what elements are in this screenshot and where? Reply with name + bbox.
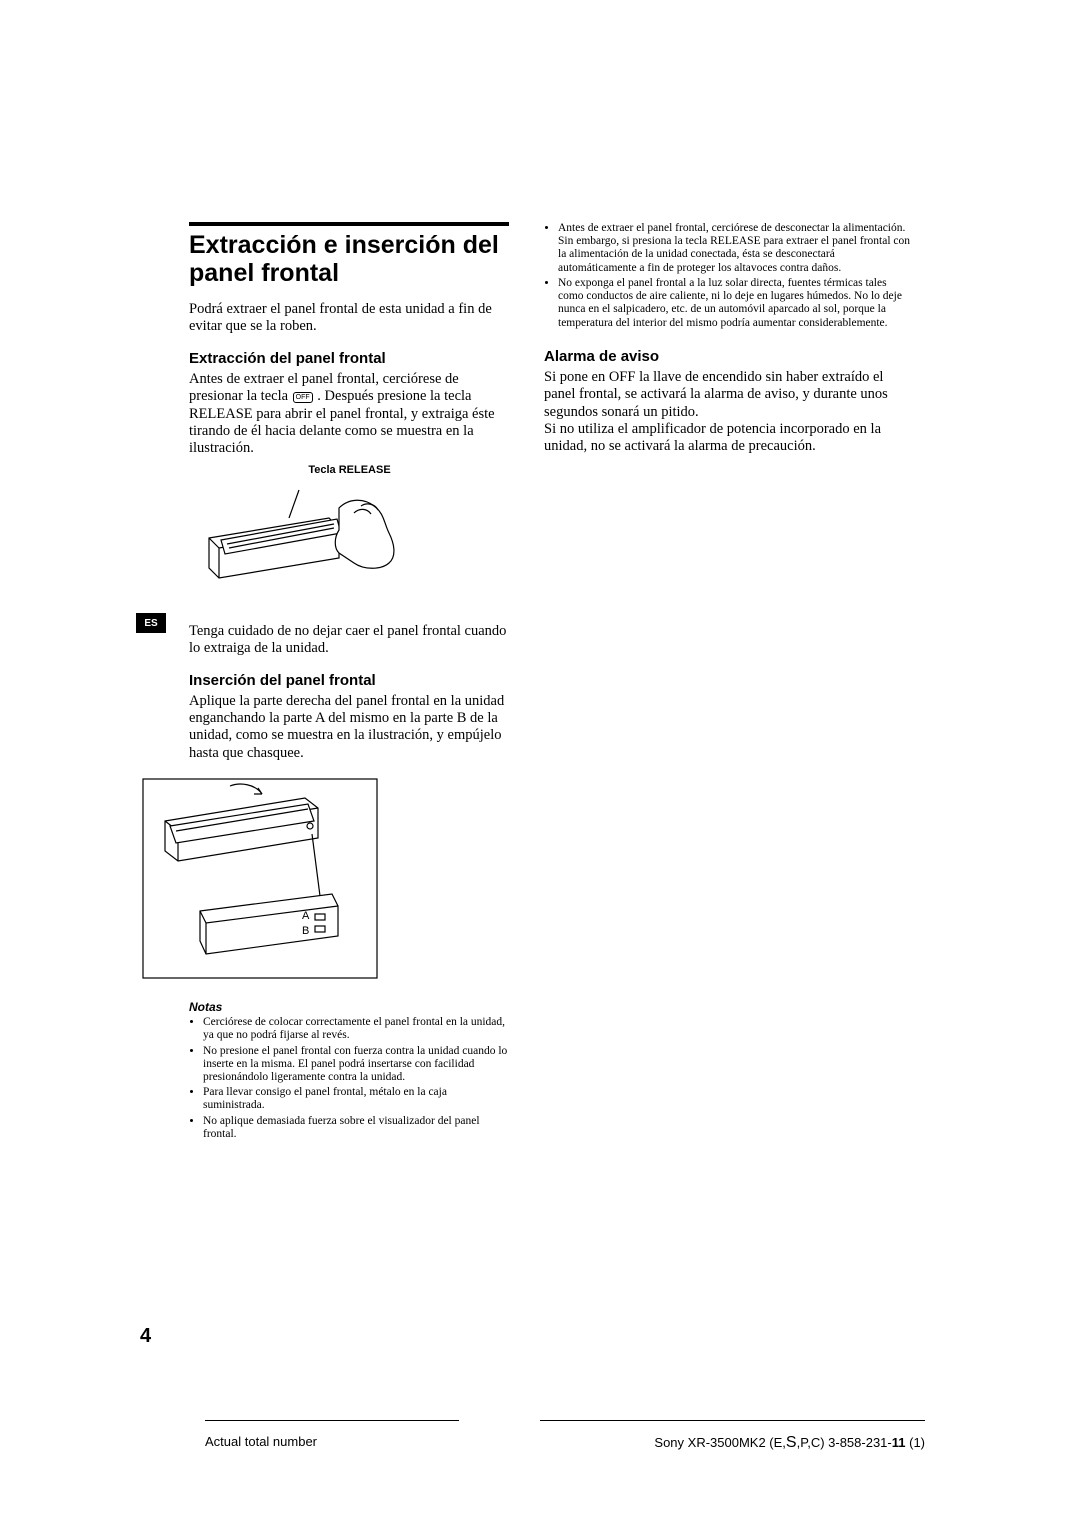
figure-extraction xyxy=(189,478,429,608)
footer-right-bold: 11 xyxy=(892,1435,906,1450)
extraction-heading: Extracción del panel frontal xyxy=(189,350,510,367)
left-note-item: No aplique demasiada fuerza sobre el vis… xyxy=(203,1115,510,1141)
right-column: Antes de extraer el panel frontal, cerci… xyxy=(544,222,914,1143)
main-title: Extracción e inserción del panel frontal xyxy=(189,232,510,287)
footer-right-post: ,P,C) 3-858-231- xyxy=(797,1435,892,1450)
fig1-label: Tecla RELEASE xyxy=(189,464,510,476)
footer-right: Sony XR-3500MK2 (E,S,P,C) 3-858-231-11 (… xyxy=(654,1434,925,1452)
right-note-item: No exponga el panel frontal a la luz sol… xyxy=(558,277,914,330)
figure-insertion: A B xyxy=(140,776,380,981)
footer-left: Actual total number xyxy=(205,1434,317,1452)
footer-rules xyxy=(205,1420,925,1421)
extraction-caution: Tenga cuidado de no dejar caer el panel … xyxy=(189,623,510,658)
title-rule xyxy=(189,222,509,226)
page-number: 4 xyxy=(140,1325,151,1348)
notes-heading-left: Notas xyxy=(189,1000,510,1014)
intro-text: Podrá extraer el panel frontal de esta u… xyxy=(189,301,510,336)
right-notes-list: Antes de extraer el panel frontal, cerci… xyxy=(544,222,914,330)
footer-right-pre: Sony XR-3500MK2 (E, xyxy=(654,1435,786,1450)
left-column: Extracción e inserción del panel frontal… xyxy=(140,222,510,1143)
two-column-layout: Extracción e inserción del panel frontal… xyxy=(140,222,925,1143)
extraction-body: Antes de extraer el panel frontal, cerci… xyxy=(189,371,510,458)
insertion-heading: Inserción del panel frontal xyxy=(189,672,510,689)
footer-rule-right xyxy=(540,1420,925,1421)
alarm-p1: Si pone en OFF la llave de encendido sin… xyxy=(544,369,914,421)
left-note-item: No presione el panel frontal con fuerza … xyxy=(203,1045,510,1085)
language-tab: ES xyxy=(136,613,166,633)
alarm-heading: Alarma de aviso xyxy=(544,348,914,365)
page-content: ES Extracción e inserción del panel fron… xyxy=(140,222,925,1322)
insertion-body: Aplique la parte derecha del panel front… xyxy=(189,693,510,763)
right-note-item: Antes de extraer el panel frontal, cerci… xyxy=(558,222,914,275)
alarm-p2: Si no utiliza el amplificador de potenci… xyxy=(544,421,914,456)
left-notes-list: Cerciórese de colocar correctamente el p… xyxy=(189,1016,510,1141)
off-key-icon: OFF xyxy=(293,392,313,403)
left-note-item: Para llevar consigo el panel frontal, mé… xyxy=(203,1086,510,1112)
left-note-item: Cerciórese de colocar correctamente el p… xyxy=(203,1016,510,1042)
label-A: A xyxy=(302,910,310,922)
footer-right-tail: (1) xyxy=(906,1435,926,1450)
footer-rule-left xyxy=(205,1420,459,1421)
footer-right-big: S xyxy=(786,1434,797,1451)
footer: Actual total number Sony XR-3500MK2 (E,S… xyxy=(205,1434,925,1452)
label-B: B xyxy=(302,925,309,937)
